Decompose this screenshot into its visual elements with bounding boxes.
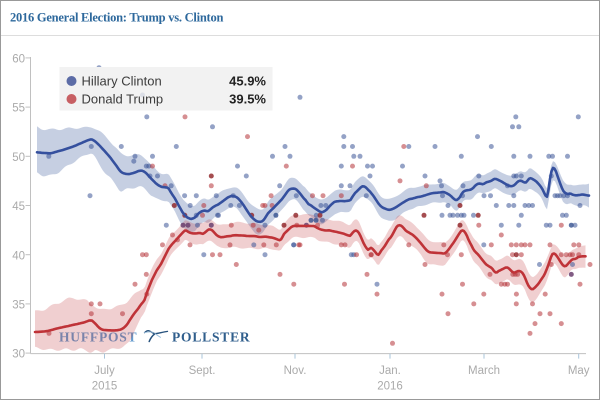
svg-text:March: March xyxy=(468,365,500,377)
svg-text:Nov.: Nov. xyxy=(284,365,307,377)
svg-text:45.9%: 45.9% xyxy=(229,74,266,89)
svg-text:Sept.: Sept. xyxy=(189,365,216,377)
svg-text:45: 45 xyxy=(12,201,25,213)
svg-text:50: 50 xyxy=(12,152,25,164)
svg-text:2015: 2015 xyxy=(92,381,118,393)
svg-text:Donald Trump: Donald Trump xyxy=(82,92,164,107)
svg-text:60: 60 xyxy=(12,54,25,66)
svg-text:Jan.: Jan. xyxy=(379,365,401,377)
svg-text:2016: 2016 xyxy=(377,381,403,393)
svg-text:55: 55 xyxy=(12,103,25,115)
svg-text:30: 30 xyxy=(12,349,25,361)
svg-text:Hillary Clinton: Hillary Clinton xyxy=(82,74,162,89)
svg-text:35: 35 xyxy=(12,300,25,312)
svg-text:HUFFPOST: HUFFPOST xyxy=(59,330,137,345)
svg-text:2016 General Election: Trump v: 2016 General Election: Trump vs. Clinton xyxy=(10,11,223,25)
svg-text:39.5%: 39.5% xyxy=(229,92,266,107)
svg-text:July: July xyxy=(94,365,115,377)
svg-text:May: May xyxy=(568,365,590,377)
svg-text:POLLSTER: POLLSTER xyxy=(172,330,250,345)
svg-text:40: 40 xyxy=(12,250,25,262)
